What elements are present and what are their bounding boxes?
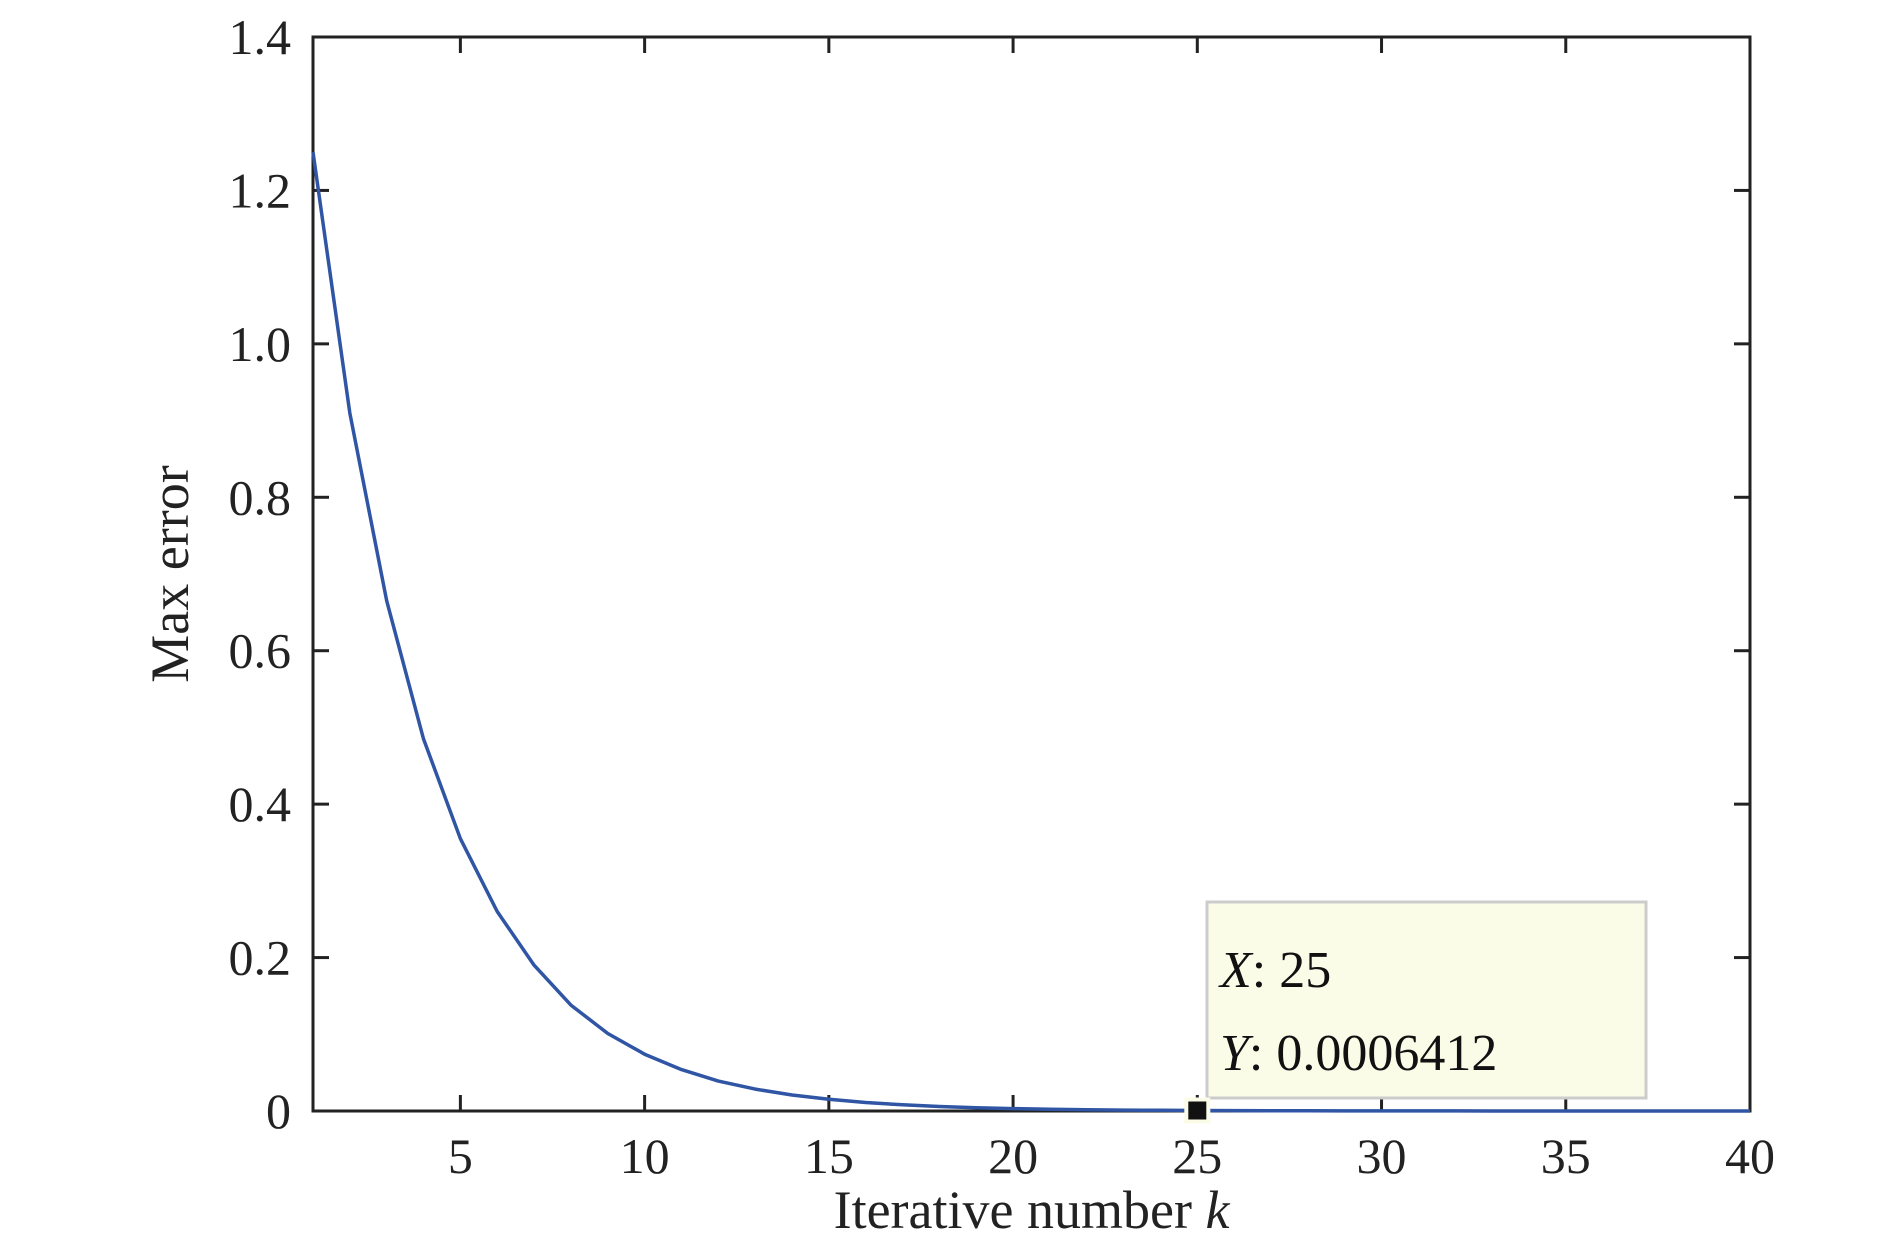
x-tick-label: 30: [1357, 1128, 1407, 1184]
x-tick-label: 40: [1725, 1128, 1775, 1184]
x-tick-label: 35: [1541, 1128, 1591, 1184]
y-tick-label: 0.8: [229, 469, 292, 525]
datatip-x-sep: :: [1252, 942, 1279, 999]
datatip-y-value: 0.0006412: [1276, 1025, 1497, 1082]
datatip-x-value: 25: [1279, 942, 1331, 999]
y-tick-label: 0.4: [229, 776, 292, 832]
x-tick-label: 5: [448, 1128, 473, 1184]
y-tick-label: 1.2: [229, 162, 292, 218]
datatip-x-label: X: [1218, 942, 1254, 999]
datatip-marker: [1184, 1097, 1211, 1124]
x-axis-title-var: k: [1205, 1180, 1230, 1240]
x-axis-title: Iterative number k: [834, 1180, 1231, 1240]
datatip-y-line: Y: 0.0006412: [1220, 1025, 1497, 1082]
x-tick-label: 10: [620, 1128, 670, 1184]
y-tick-label: 0: [266, 1083, 291, 1139]
datatip-box: [1205, 900, 1648, 1100]
x-tick-label: 25: [1172, 1128, 1222, 1184]
datatip-y-sep: :: [1249, 1025, 1276, 1082]
plot-area: 5 10 15 20 25 30 35 40 0 0.2 0.4 0.6 0.8 1.0 1.2 1.4 Ite…: [140, 9, 1775, 1240]
y-tick-label: 1.4: [229, 9, 292, 65]
y-tick-label: 0.2: [229, 930, 292, 986]
x-tick-label: 15: [804, 1128, 854, 1184]
y-tick-label: 0.6: [229, 623, 292, 679]
x-axis-title-text: Iterative number: [834, 1180, 1206, 1240]
x-tick-label: 20: [988, 1128, 1038, 1184]
y-tick-label: 1.0: [229, 316, 292, 372]
y-axis-title: Max error: [140, 465, 200, 682]
series-line: [311, 151, 1750, 1113]
axes-box: [311, 35, 1752, 1113]
datatip-x-line: X: 25: [1218, 942, 1331, 999]
datatip-y-label: Y: [1220, 1025, 1254, 1082]
